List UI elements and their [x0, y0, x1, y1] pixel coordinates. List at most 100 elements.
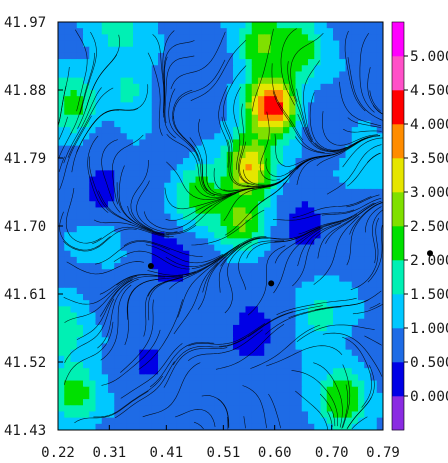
heatmap-cell [270, 232, 278, 239]
heatmap-cell [208, 331, 215, 338]
streamline [346, 397, 372, 430]
heatmap-cell [170, 90, 178, 97]
heatmap-cell [301, 238, 309, 246]
heatmap-cell [170, 139, 178, 147]
streamline [290, 32, 324, 102]
heatmap-cell [145, 324, 153, 332]
heatmap-cell [301, 59, 309, 66]
heatmap-cell [133, 411, 140, 419]
heatmap-cell [345, 417, 353, 425]
heatmap-cell [201, 417, 209, 425]
heatmap-cell [95, 275, 103, 283]
heatmap-cell [333, 188, 340, 196]
heatmap-cell [101, 52, 109, 60]
heatmap-cell [208, 176, 215, 184]
heatmap-cell [114, 120, 122, 128]
heatmap-cell [208, 238, 215, 246]
heatmap-cell [170, 232, 178, 239]
heatmap-cell [245, 77, 253, 85]
heatmap-cell [226, 151, 234, 159]
heatmap-cell [70, 40, 78, 48]
heatmap-cell [195, 244, 203, 252]
heatmap-cell [101, 399, 109, 406]
heatmap-cell [295, 281, 303, 289]
heatmap-cell [120, 77, 128, 85]
heatmap-cell [289, 108, 297, 116]
heatmap-cell [301, 349, 309, 357]
heatmap-cell [183, 182, 190, 190]
streamline [271, 63, 303, 141]
heatmap-cell [158, 300, 165, 307]
streamline [343, 128, 382, 133]
heatmap-cell [258, 164, 265, 171]
heatmap-cell [301, 40, 309, 48]
heatmap-cell [376, 77, 383, 85]
colorbar-label: 2.500 [410, 219, 448, 235]
heatmap-cell [245, 368, 253, 375]
heatmap-cell [158, 90, 165, 97]
heatmap-cell [376, 318, 383, 326]
heatmap-cell [208, 77, 215, 85]
heatmap-cell [58, 176, 65, 184]
heatmap-cell [226, 399, 234, 406]
heatmap-cell [283, 423, 290, 430]
heatmap-cell [114, 331, 122, 338]
heatmap-cell [345, 331, 353, 338]
heatmap-cell [170, 275, 178, 283]
heatmap-cell [364, 40, 372, 48]
heatmap-cell [183, 90, 190, 97]
heatmap-cell [83, 226, 90, 233]
heatmap-cell [114, 250, 122, 258]
heatmap-cell [333, 114, 340, 122]
heatmap-cell [339, 46, 347, 54]
heatmap-cell [358, 90, 365, 97]
heatmap-cell [170, 226, 178, 233]
heatmap-cell [108, 374, 115, 382]
streamline [75, 29, 88, 112]
heatmap-cell [301, 374, 309, 382]
streamline [148, 269, 202, 321]
heatmap-cell [151, 201, 159, 209]
heatmap-cell [95, 250, 103, 258]
heatmap-cell [245, 374, 253, 382]
heatmap-cell [245, 65, 253, 73]
heatmap-cell [64, 337, 72, 345]
heatmap-cell [258, 219, 265, 227]
heatmap-cell [226, 114, 234, 122]
heatmap-cell [58, 28, 65, 35]
heatmap-cell [89, 275, 97, 283]
heatmap-cell [295, 176, 303, 184]
heatmap-cell [83, 139, 90, 147]
heatmap-cell [239, 386, 247, 394]
heatmap-cell [170, 170, 178, 178]
heatmap-cell [214, 368, 222, 375]
heatmap-cell [64, 281, 72, 289]
heatmap-cell [120, 213, 128, 221]
heatmap-cell [164, 59, 172, 66]
heatmap-cell [370, 46, 378, 54]
heatmap-cell [314, 399, 322, 406]
heatmap-cell [264, 294, 272, 301]
heatmap-cell [120, 362, 128, 369]
heatmap-cell [126, 158, 134, 165]
heatmap-cell [145, 34, 153, 42]
heatmap-cell [89, 355, 97, 363]
heatmap-cell [251, 232, 259, 239]
heatmap-cell [126, 318, 134, 326]
heatmap-cell [58, 195, 65, 202]
heatmap-cell [233, 219, 240, 227]
heatmap-cell [151, 312, 159, 320]
heatmap-cell [295, 343, 303, 351]
heatmap-cell [120, 46, 128, 54]
heatmap-cell [376, 71, 383, 79]
heatmap-cell [320, 269, 328, 277]
heatmap-cell [358, 331, 365, 338]
streamline [247, 305, 323, 338]
heatmap-cell [120, 139, 128, 147]
heatmap-cell [220, 368, 228, 375]
heatmap-cell [251, 386, 259, 394]
heatmap-cell [283, 349, 290, 357]
heatmap-cell [183, 331, 190, 338]
heatmap-cell [239, 244, 247, 252]
heatmap-cell [351, 306, 359, 314]
